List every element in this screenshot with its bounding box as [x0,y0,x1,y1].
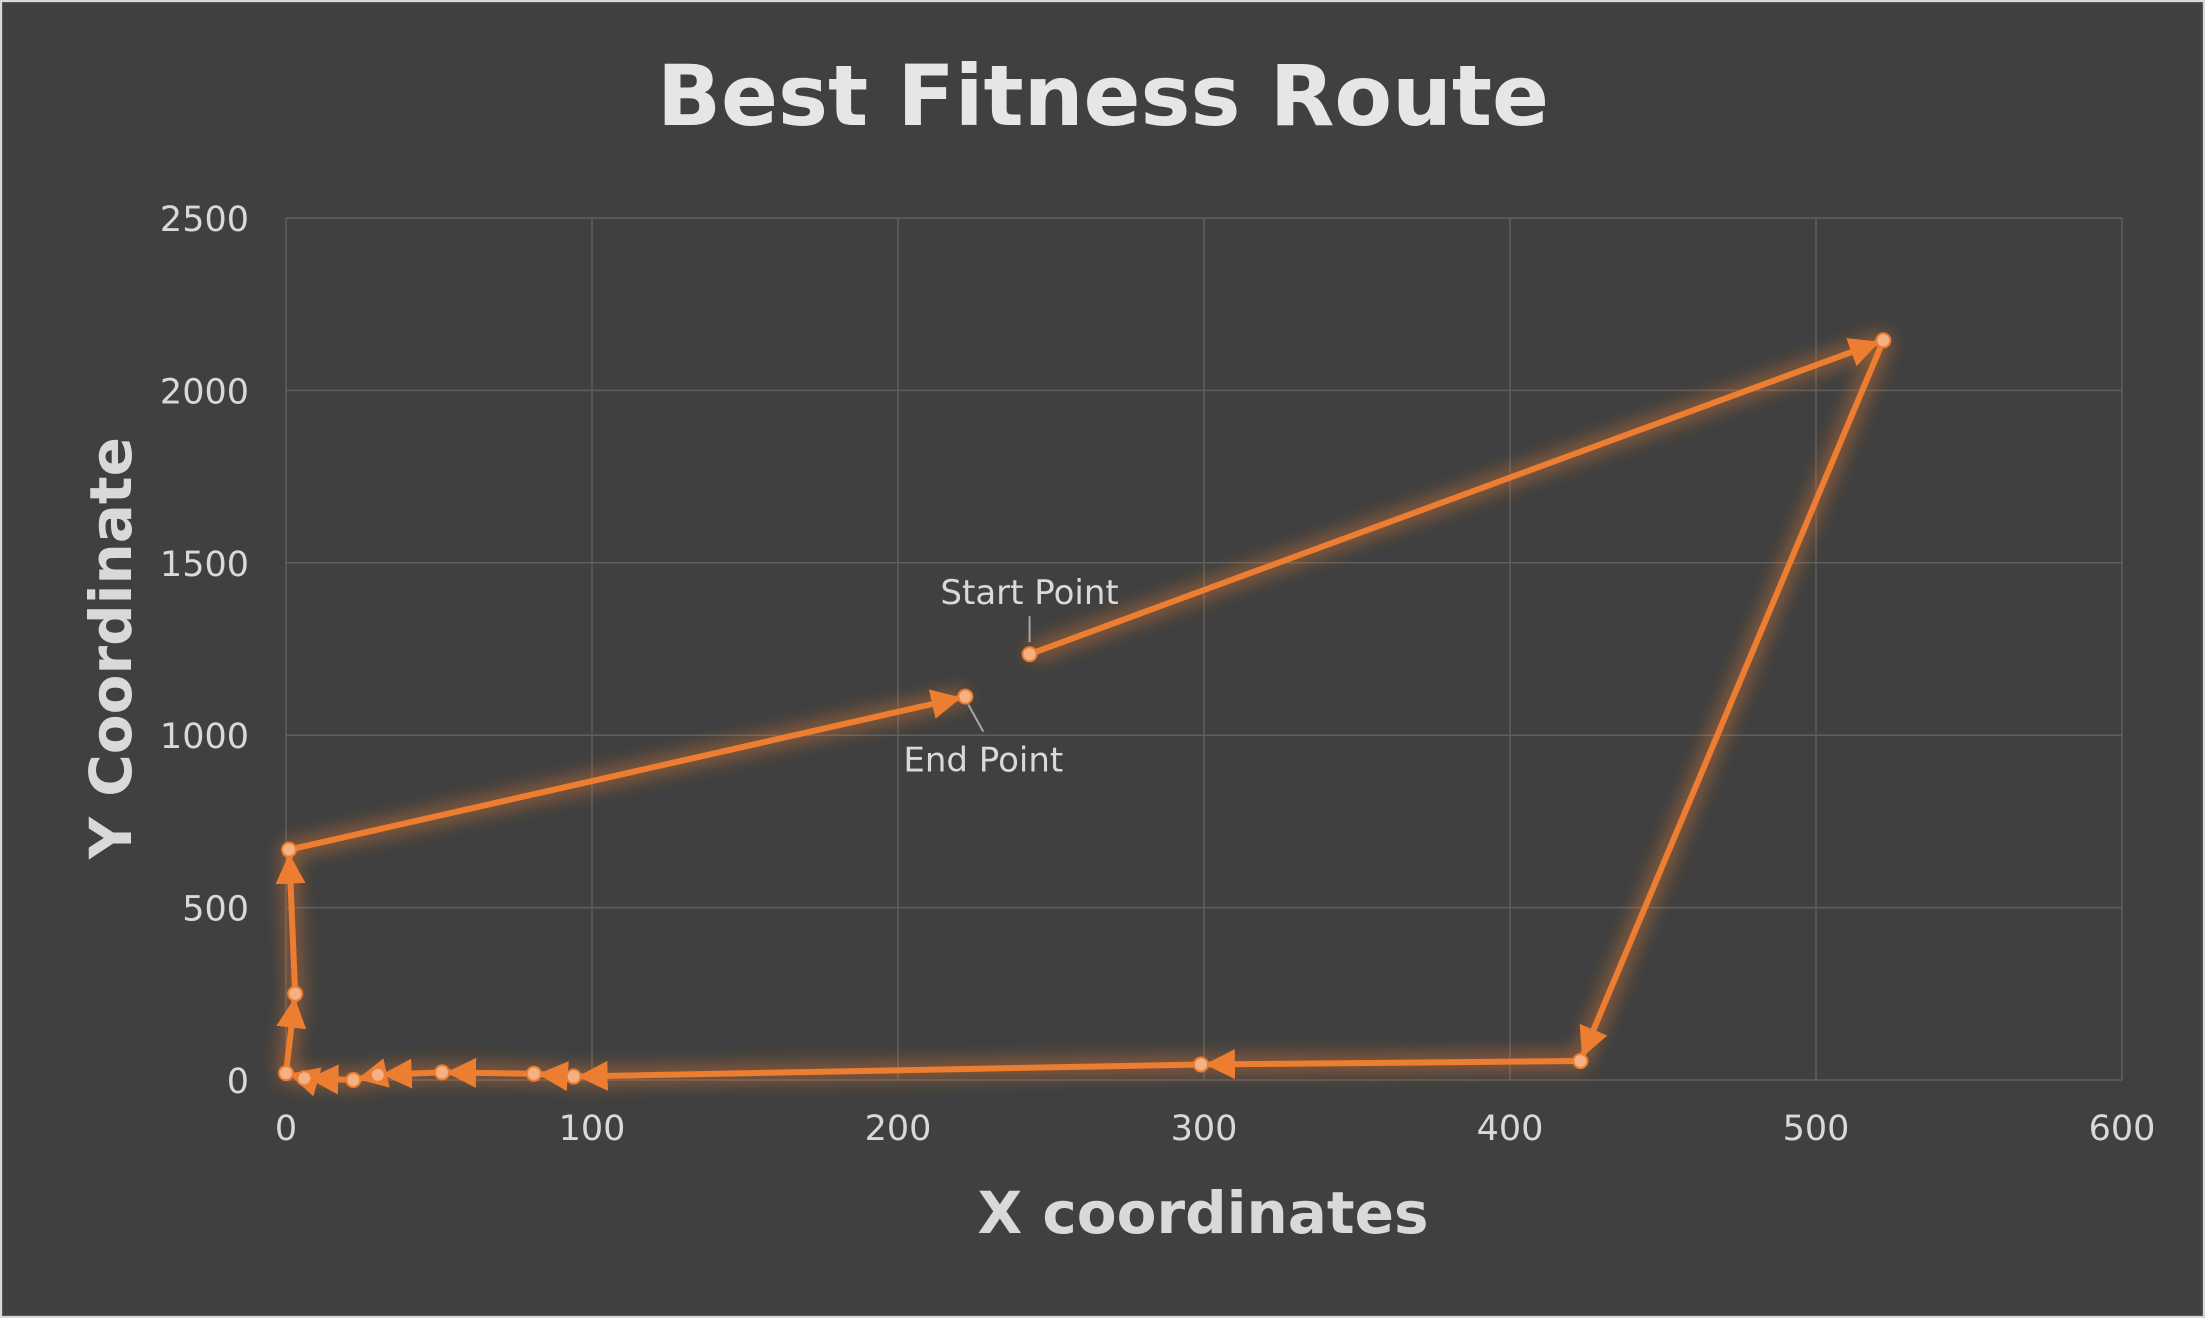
x-tick-label: 100 [559,1109,626,1149]
annotation-label: End Point [903,741,1063,781]
route-segment [577,1060,1204,1091]
route-segment [286,689,962,853]
x-tick-label: 600 [2089,1109,2156,1149]
x-tick-label: 0 [275,1109,297,1149]
route-glow [279,333,1891,1087]
route-point [345,1072,362,1088]
y-tick-label: 0 [227,1062,249,1102]
y-tick-label: 1500 [160,545,249,585]
route-point [296,1070,313,1087]
route-point [1572,1053,1589,1070]
route-point [281,841,298,858]
annotations: Start Point End Point [903,573,1118,780]
chart-title: Best Fitness Route [657,47,1549,145]
x-tick-label: 500 [1783,1109,1850,1149]
route-lines [275,337,1887,1097]
annotation-label: Start Point [940,573,1118,613]
y-axis-title: Y Coordinate [77,437,145,860]
route-segment [1204,1049,1584,1080]
route-point [525,1065,542,1082]
route-segment [1579,337,1887,1058]
x-axis-title: X coordinates [977,1179,1428,1247]
route-point [434,1064,451,1081]
y-tick-label: 500 [182,890,249,930]
route-point [278,1065,294,1082]
route-segment [276,997,307,1077]
x-tick-label: 300 [1171,1109,1238,1149]
x-tick-label: 200 [865,1109,932,1149]
route-segment [1026,338,1880,658]
route-point [957,688,974,705]
y-tick-label: 1000 [160,717,249,757]
x-tick-label: 400 [1477,1109,1544,1149]
route-point [1192,1056,1209,1073]
chart-canvas: 0 100 200 300 400 500 60005001000150020002500 … [77,47,2155,1247]
route-segment [446,1057,537,1088]
route-point [1021,646,1038,663]
annotation-leader [967,704,985,733]
route-segment [381,1058,446,1089]
route-point [565,1068,582,1085]
route-point [1875,332,1892,349]
y-tick-label: 2500 [160,200,249,240]
y-tick-label: 2000 [160,372,249,412]
route-glow-path [279,333,1891,1087]
route-points [278,332,1892,1088]
tick-labels: 0 100 200 300 400 500 600 0 500 1000 1500 2000 2500 [160,200,2155,1149]
route-segment [275,853,306,997]
route-point [287,985,304,1002]
route-point [369,1066,386,1083]
